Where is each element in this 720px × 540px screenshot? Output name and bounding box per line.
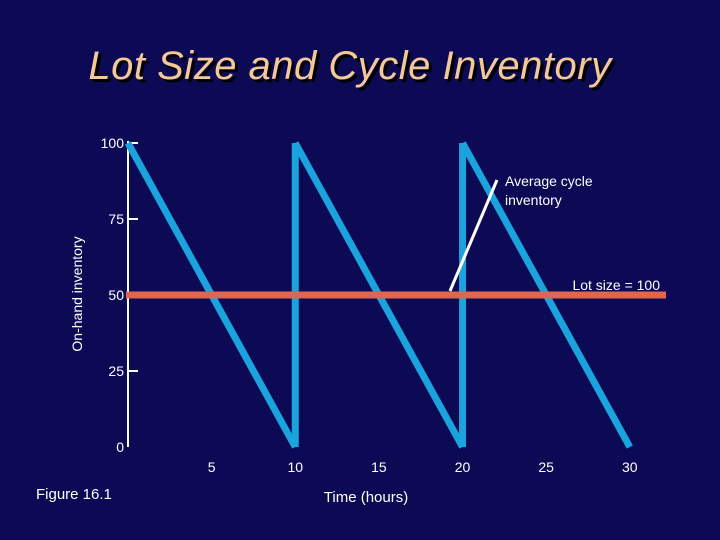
y-tick-label-0: 0	[116, 439, 124, 455]
x-tick-label-25: 25	[538, 459, 554, 475]
x-axis-label: Time (hours)	[324, 489, 408, 506]
x-tick-label-20: 20	[455, 459, 471, 475]
y-tick-label-100: 100	[101, 135, 125, 151]
y-axis-label: On-hand inventory	[69, 236, 85, 351]
y-tick-label-50: 50	[108, 287, 124, 303]
x-tick-label-15: 15	[371, 459, 387, 475]
annotation-leader-line	[448, 179, 499, 292]
x-tick-label-5: 5	[208, 459, 216, 475]
x-tick-label-30: 30	[622, 459, 638, 475]
chart-labels: 0 25 50 75 100 5 10 15 20 25 30 Time (hours) On-hand…	[69, 135, 660, 506]
annotation-average-cycle-inventory: Average cycle inventory	[505, 173, 593, 208]
figure-label: Figure 16.1	[36, 486, 112, 503]
x-tick-label-10: 10	[287, 459, 303, 475]
y-tick-label-25: 25	[108, 363, 124, 379]
y-tick-label-75: 75	[108, 211, 124, 227]
annotation-lot-size: Lot size = 100	[572, 277, 660, 293]
slide-title: Lot Size and Cycle Inventory	[88, 44, 612, 88]
chart-marks	[124, 141, 666, 449]
